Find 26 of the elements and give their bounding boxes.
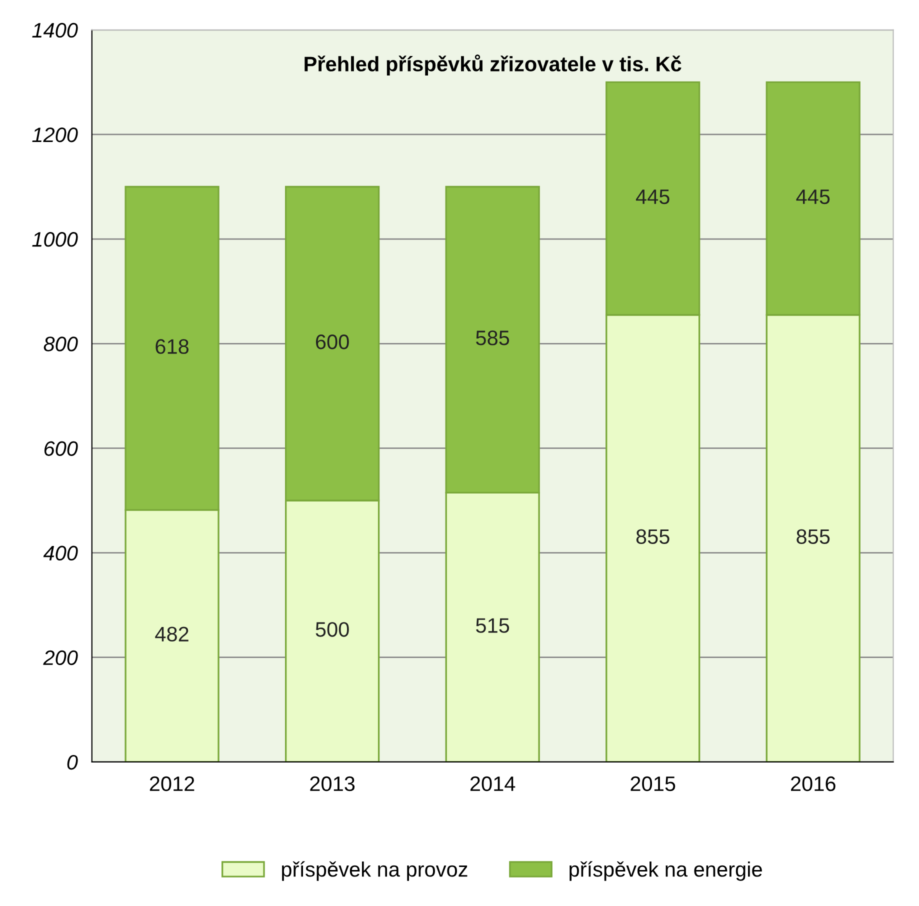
data-label: 618 — [156, 339, 189, 354]
data-label: 500 — [316, 622, 349, 637]
legend-label: příspěvek na provoz — [282, 861, 468, 881]
data-label: 855 — [636, 529, 670, 544]
data-label: 445 — [636, 190, 670, 204]
x-tick-label: 2012 — [150, 776, 194, 792]
y-tick-label: 200 — [43, 650, 78, 666]
data-label: 855 — [796, 529, 830, 544]
data-label: 445 — [796, 190, 830, 204]
y-tick-label: 1400 — [32, 22, 78, 38]
data-label: 585 — [476, 330, 510, 346]
y-tick-label: 800 — [44, 336, 78, 352]
y-tick-label: 400 — [43, 546, 78, 561]
data-label: 515 — [476, 618, 510, 633]
legend-label: příspěvek na energie — [570, 861, 762, 881]
x-tick-label: 2014 — [470, 776, 516, 792]
data-label: 600 — [316, 334, 349, 350]
x-tick-label: 2015 — [630, 776, 676, 792]
x-tick-label: 2013 — [310, 776, 355, 792]
y-tick-label: 1200 — [32, 127, 78, 142]
y-tick-label: 1000 — [32, 232, 78, 247]
data-label: 482 — [155, 626, 188, 642]
x-tick-label: 2016 — [791, 776, 836, 792]
text: Přehled příspěvků zřizovatele v tis. Kč — [304, 54, 682, 76]
y-tick-label: 0 — [67, 754, 78, 770]
y-tick-label: 600 — [44, 441, 78, 456]
